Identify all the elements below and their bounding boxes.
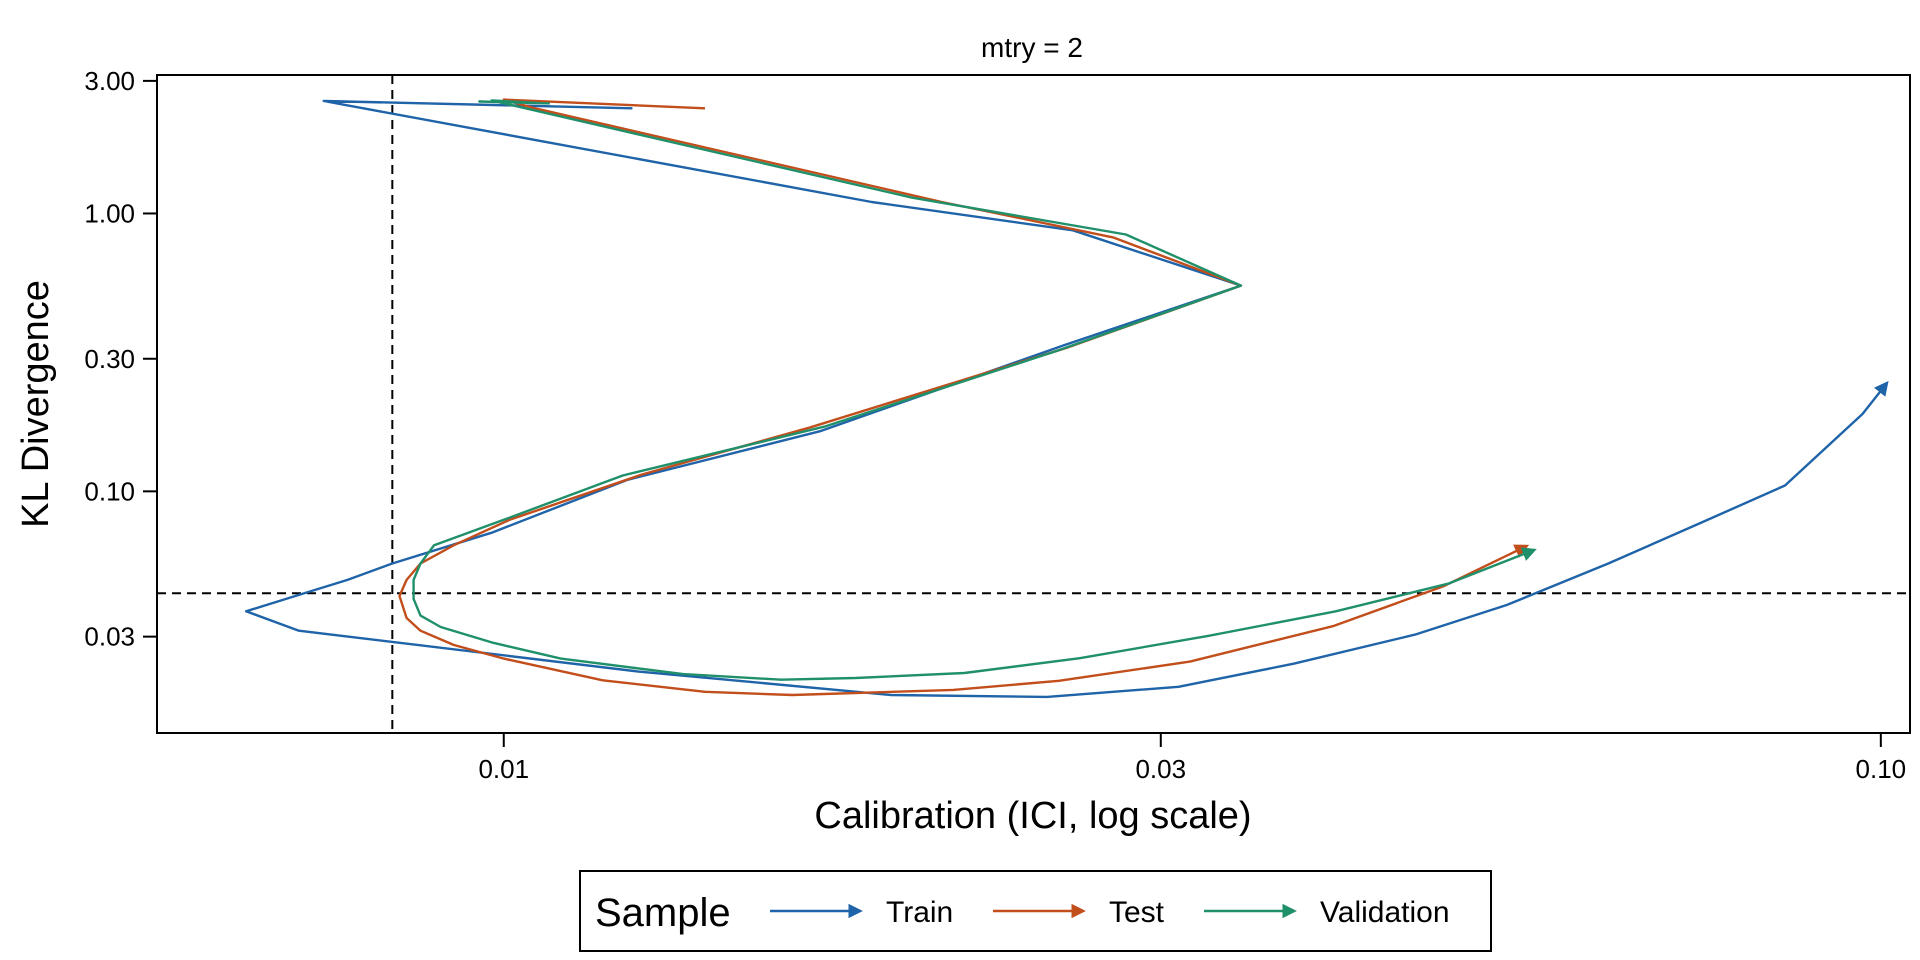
y-tick-label: 0.03 (84, 622, 135, 652)
plot-panel (156, 74, 1911, 734)
legend-label: Train (886, 896, 953, 929)
legend-title: Sample (595, 891, 731, 935)
legend-item-test: Test (993, 896, 1165, 929)
series-line-train (244, 99, 1889, 699)
x-tick-label: 0.10 (1856, 754, 1907, 784)
legend-item-train: Train (770, 896, 953, 929)
reference-lines (157, 75, 1910, 733)
legend-item-validation: Validation (1204, 896, 1450, 929)
x-axis: 0.01 0.03 0.10 (478, 733, 1906, 784)
legend-label: Validation (1320, 896, 1450, 929)
y-axis-title: KL Divergence (15, 280, 57, 528)
x-tick-label: 0.03 (1135, 754, 1186, 784)
x-tick-label: 0.01 (478, 754, 529, 784)
legend: Sample Train Test Validation (579, 870, 1492, 952)
series-line-test (398, 98, 1530, 697)
panel-title: mtry = 2 (981, 32, 1083, 63)
y-tick-label: 0.10 (84, 476, 135, 506)
legend-label: Test (1109, 896, 1165, 929)
legend-items: Train Test Validation (770, 896, 1450, 929)
y-axis: 0.03 0.10 0.30 1.00 3.00 (84, 66, 157, 652)
y-tick-label: 1.00 (84, 198, 135, 228)
series-line-validation (412, 99, 1537, 681)
series-lines (244, 98, 1889, 699)
x-axis-title: Calibration (ICI, log scale) (814, 795, 1251, 837)
y-tick-label: 3.00 (84, 66, 135, 96)
y-tick-label: 0.30 (84, 344, 135, 374)
